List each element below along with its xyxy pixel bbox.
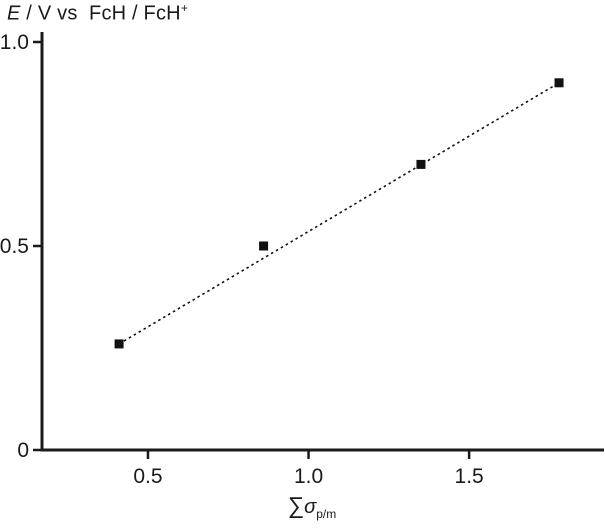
data-point <box>554 78 564 88</box>
data-point <box>114 339 124 349</box>
data-point <box>259 241 269 251</box>
y-axis-title-text: / V vs FcH / FcH <box>20 2 181 25</box>
trend-line <box>118 82 560 345</box>
x-tick-label: 1.5 <box>455 465 484 488</box>
x-tick-label: 0.5 <box>133 465 162 488</box>
x-tick-label: 1.0 <box>294 465 323 488</box>
y-tick-label: 1.0 <box>0 31 29 54</box>
y-axis-title: E / V vs FcH / FcH+ <box>7 1 188 26</box>
y-tick-label: 0.5 <box>0 235 29 258</box>
y-tick-label: 0 <box>17 439 29 462</box>
sum-symbol: ∑ <box>287 492 305 518</box>
y-axis-title-variable: E <box>7 2 21 25</box>
data-point <box>416 159 426 169</box>
sigma-symbol: σ <box>304 496 317 518</box>
x-axis-title: ∑σp/m <box>288 492 336 521</box>
x-axis-title-subscript: p/m <box>316 507 337 522</box>
y-axis-title-superscript: + <box>180 1 189 15</box>
